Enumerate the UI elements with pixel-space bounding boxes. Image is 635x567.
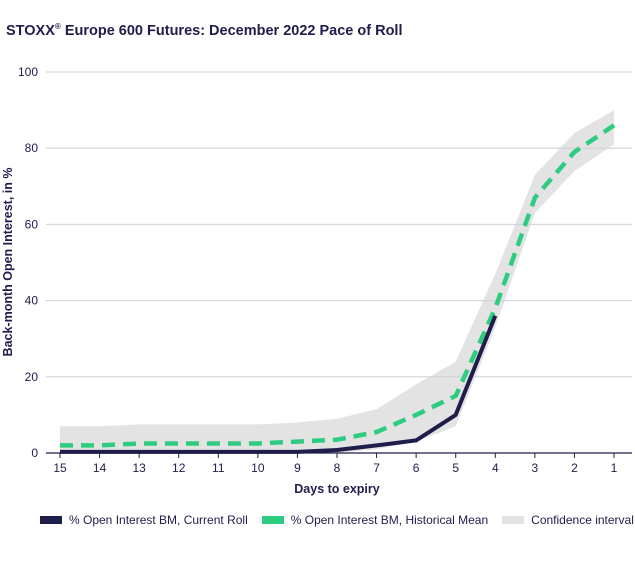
x-tick-label: 12 bbox=[172, 461, 186, 475]
legend-item-confidence-interval: Confidence interval, 68% bbox=[502, 513, 635, 527]
x-tick-label: 1 bbox=[611, 461, 618, 475]
confidence-band-area bbox=[60, 110, 614, 453]
series-layer bbox=[60, 123, 616, 454]
x-tick-label: 5 bbox=[452, 461, 459, 475]
y-tick-label: 20 bbox=[25, 370, 39, 384]
x-tick-label: 13 bbox=[132, 461, 146, 475]
chart-title-text: Europe 600 Futures: December 2022 Pace o… bbox=[60, 22, 403, 39]
y-tick-label: 60 bbox=[25, 217, 39, 231]
series-line-current-roll bbox=[60, 315, 498, 454]
x-tick-label: 7 bbox=[373, 461, 380, 475]
y-tick-label: 0 bbox=[31, 446, 38, 460]
x-tick-label: 4 bbox=[492, 461, 499, 475]
legend-swatch-current-roll bbox=[40, 516, 62, 524]
x-tick-label: 9 bbox=[294, 461, 301, 475]
chart-title: STOXX® Europe 600 Futures: December 2022… bbox=[6, 22, 402, 39]
x-tick-label: 8 bbox=[334, 461, 341, 475]
series-line-historical-mean bbox=[60, 123, 616, 448]
x-tick-label: 14 bbox=[93, 461, 107, 475]
grid-layer bbox=[46, 71, 632, 458]
legend: % Open Interest BM, Current Roll % Open … bbox=[40, 513, 635, 527]
y-tick-label: 40 bbox=[25, 294, 39, 308]
x-tick-label: 10 bbox=[251, 461, 265, 475]
legend-label-current-roll: % Open Interest BM, Current Roll bbox=[69, 513, 248, 527]
y-tick-label: 80 bbox=[25, 141, 39, 155]
legend-swatch-confidence-interval bbox=[502, 516, 525, 524]
chart-title-brand: STOXX bbox=[6, 22, 55, 39]
x-tick-labels: 15 14 13 12 11 10 9 8 7 6 5 4 3 2 1 bbox=[53, 461, 617, 475]
chart-title-registered-mark: ® bbox=[54, 22, 61, 31]
x-axis-title: Days to expiry bbox=[294, 482, 380, 496]
legend-swatch-historical-mean bbox=[261, 516, 284, 524]
line-chart: 0 20 40 60 80 100 15 14 13 12 11 10 9 8 7 6 5 4 3 2 1 Days … bbox=[1, 65, 632, 496]
confidence-band-layer bbox=[60, 110, 614, 453]
legend-item-current-roll: % Open Interest BM, Current Roll bbox=[40, 513, 248, 527]
legend-label-historical-mean: % Open Interest BM, Historical Mean bbox=[290, 513, 489, 527]
y-tick-label: 100 bbox=[18, 65, 38, 79]
x-tick-label: 15 bbox=[53, 461, 67, 475]
legend-label-confidence-interval: Confidence interval, 68% bbox=[531, 513, 635, 527]
x-tick-label: 6 bbox=[413, 461, 420, 475]
y-axis-title: Back-month Open Interest, in % bbox=[1, 168, 15, 357]
legend-item-historical-mean: % Open Interest BM, Historical Mean bbox=[261, 513, 489, 527]
x-tick-label: 3 bbox=[532, 461, 539, 475]
y-tick-labels: 0 20 40 60 80 100 bbox=[18, 65, 38, 460]
x-tick-label: 11 bbox=[212, 461, 225, 475]
x-tick-label: 2 bbox=[571, 461, 578, 475]
